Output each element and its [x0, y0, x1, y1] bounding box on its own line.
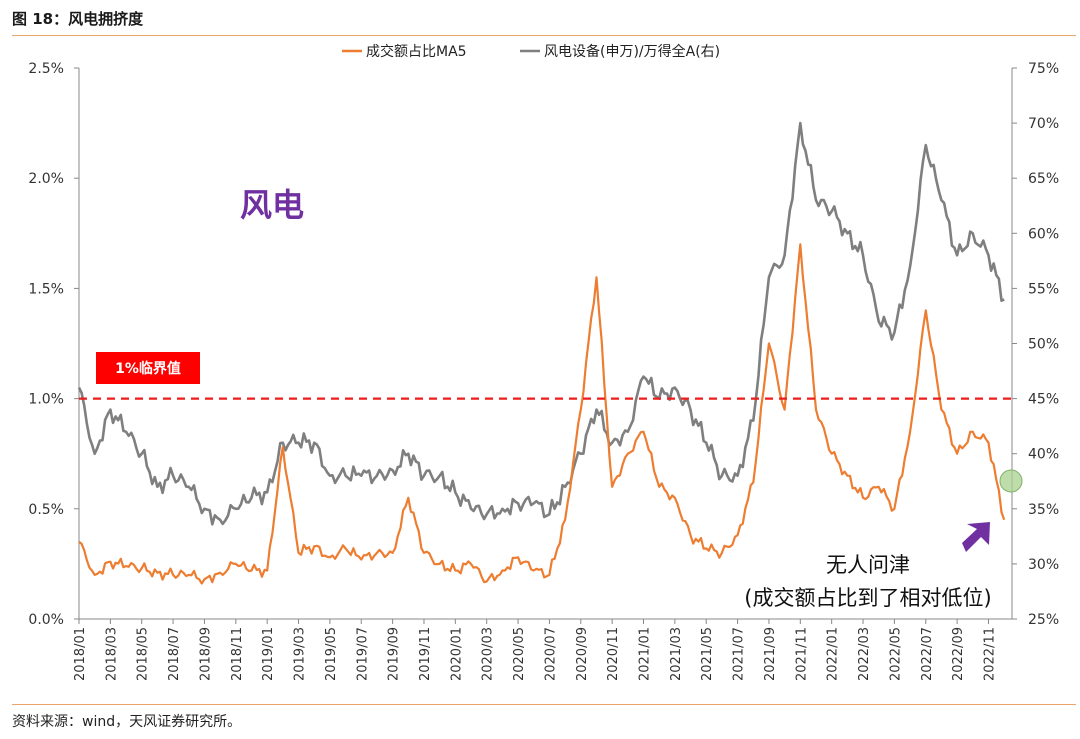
- axes: 0.0% 0.5% 1.0% 1.5% 2.0% 2.5% 25% 30% 35% 40% 45% 5…: [28, 61, 1059, 681]
- current-level-circle: [999, 469, 1023, 493]
- right-tick-label: 35%: [1028, 502, 1059, 518]
- legend-label-gray: 风电设备(申万)/万得全A(右): [544, 43, 720, 60]
- right-tick-label: 25%: [1028, 612, 1059, 628]
- note-line-1: 无人问津: [826, 553, 910, 577]
- title-rule: [12, 35, 1076, 36]
- x-tick-label: 2019/05: [324, 627, 339, 681]
- x-tick-label: 2022/05: [888, 627, 903, 681]
- source-note: 资料来源：wind，天风证券研究所。: [12, 714, 242, 730]
- x-tick-label: 2020/11: [606, 627, 621, 681]
- legend-label-orange: 成交额占比MA5: [366, 43, 467, 60]
- x-tick-label: 2020/03: [481, 627, 496, 681]
- x-tick-label: 2022/11: [982, 627, 997, 681]
- pointer-arrow-icon: [962, 522, 990, 552]
- right-tick-label: 30%: [1028, 557, 1059, 573]
- x-tick-label: 2020/09: [575, 627, 590, 681]
- series-line-turnover-ma5: [78, 243, 1006, 585]
- x-tick-label: 2018/01: [73, 627, 88, 681]
- left-tick-label: 1.0%: [28, 392, 64, 408]
- x-tick-label: 2021/11: [794, 627, 809, 681]
- x-tick-label: 2021/01: [638, 627, 653, 681]
- right-tick-label: 65%: [1028, 171, 1059, 187]
- note-line-2: (成交额占比到了相对低位): [744, 586, 991, 610]
- x-tick-label: 2018/11: [230, 627, 245, 681]
- right-tick-label: 75%: [1028, 61, 1059, 77]
- chart-legend: 成交额占比MA5 风电设备(申万)/万得全A(右): [342, 43, 720, 60]
- right-tick-label: 70%: [1028, 116, 1059, 132]
- left-tick-label: 2.5%: [28, 61, 64, 77]
- x-tick-label: 2021/05: [700, 627, 715, 681]
- x-tick-label: 2019/09: [387, 627, 402, 681]
- x-tick-label: 2020/01: [449, 627, 464, 681]
- x-tick-label: 2021/03: [669, 627, 684, 681]
- right-tick-label: 55%: [1028, 281, 1059, 297]
- x-tick-label: 2022/09: [951, 627, 966, 681]
- x-tick-label: 2019/07: [355, 627, 370, 681]
- x-tick-label: 2022/07: [920, 627, 935, 681]
- x-tick-label: 2019/03: [293, 627, 308, 681]
- annotations: 风电 1%临界值 无人问津 (成交额占比到了相对低位): [96, 186, 1023, 610]
- left-tick-label: 1.5%: [28, 281, 64, 297]
- panel-label: 风电: [240, 186, 304, 224]
- x-tick-label: 2018/05: [136, 627, 151, 681]
- left-tick-label: 2.0%: [28, 171, 64, 187]
- x-tick-label: 2020/07: [543, 627, 558, 681]
- x-tick-label: 2020/05: [512, 627, 527, 681]
- threshold-badge: [96, 352, 200, 384]
- left-tick-label: 0.0%: [28, 612, 64, 628]
- x-tick-label: 2022/01: [826, 627, 841, 681]
- figure-title: 图 18：风电拥挤度: [12, 10, 144, 28]
- series-line-relative-strength: [77, 121, 1005, 526]
- right-tick-label: 50%: [1028, 337, 1059, 353]
- right-tick-label: 60%: [1028, 226, 1059, 242]
- x-tick-label: 2022/03: [857, 627, 872, 681]
- x-tick-label: 2019/11: [418, 627, 433, 681]
- right-tick-label: 45%: [1028, 392, 1059, 408]
- x-tick-label: 2019/01: [261, 627, 276, 681]
- source-rule: [12, 704, 1076, 705]
- right-tick-label: 40%: [1028, 447, 1059, 463]
- x-tick-label: 2018/03: [104, 627, 119, 681]
- series-lines: [77, 121, 1012, 585]
- x-tick-label: 2021/09: [763, 627, 778, 681]
- x-tick-label: 2018/07: [167, 627, 182, 681]
- left-tick-label: 0.5%: [28, 502, 64, 518]
- x-tick-label: 2021/07: [732, 627, 747, 681]
- threshold-label: 1%临界值: [115, 360, 181, 377]
- x-tick-label: 2018/09: [198, 627, 213, 681]
